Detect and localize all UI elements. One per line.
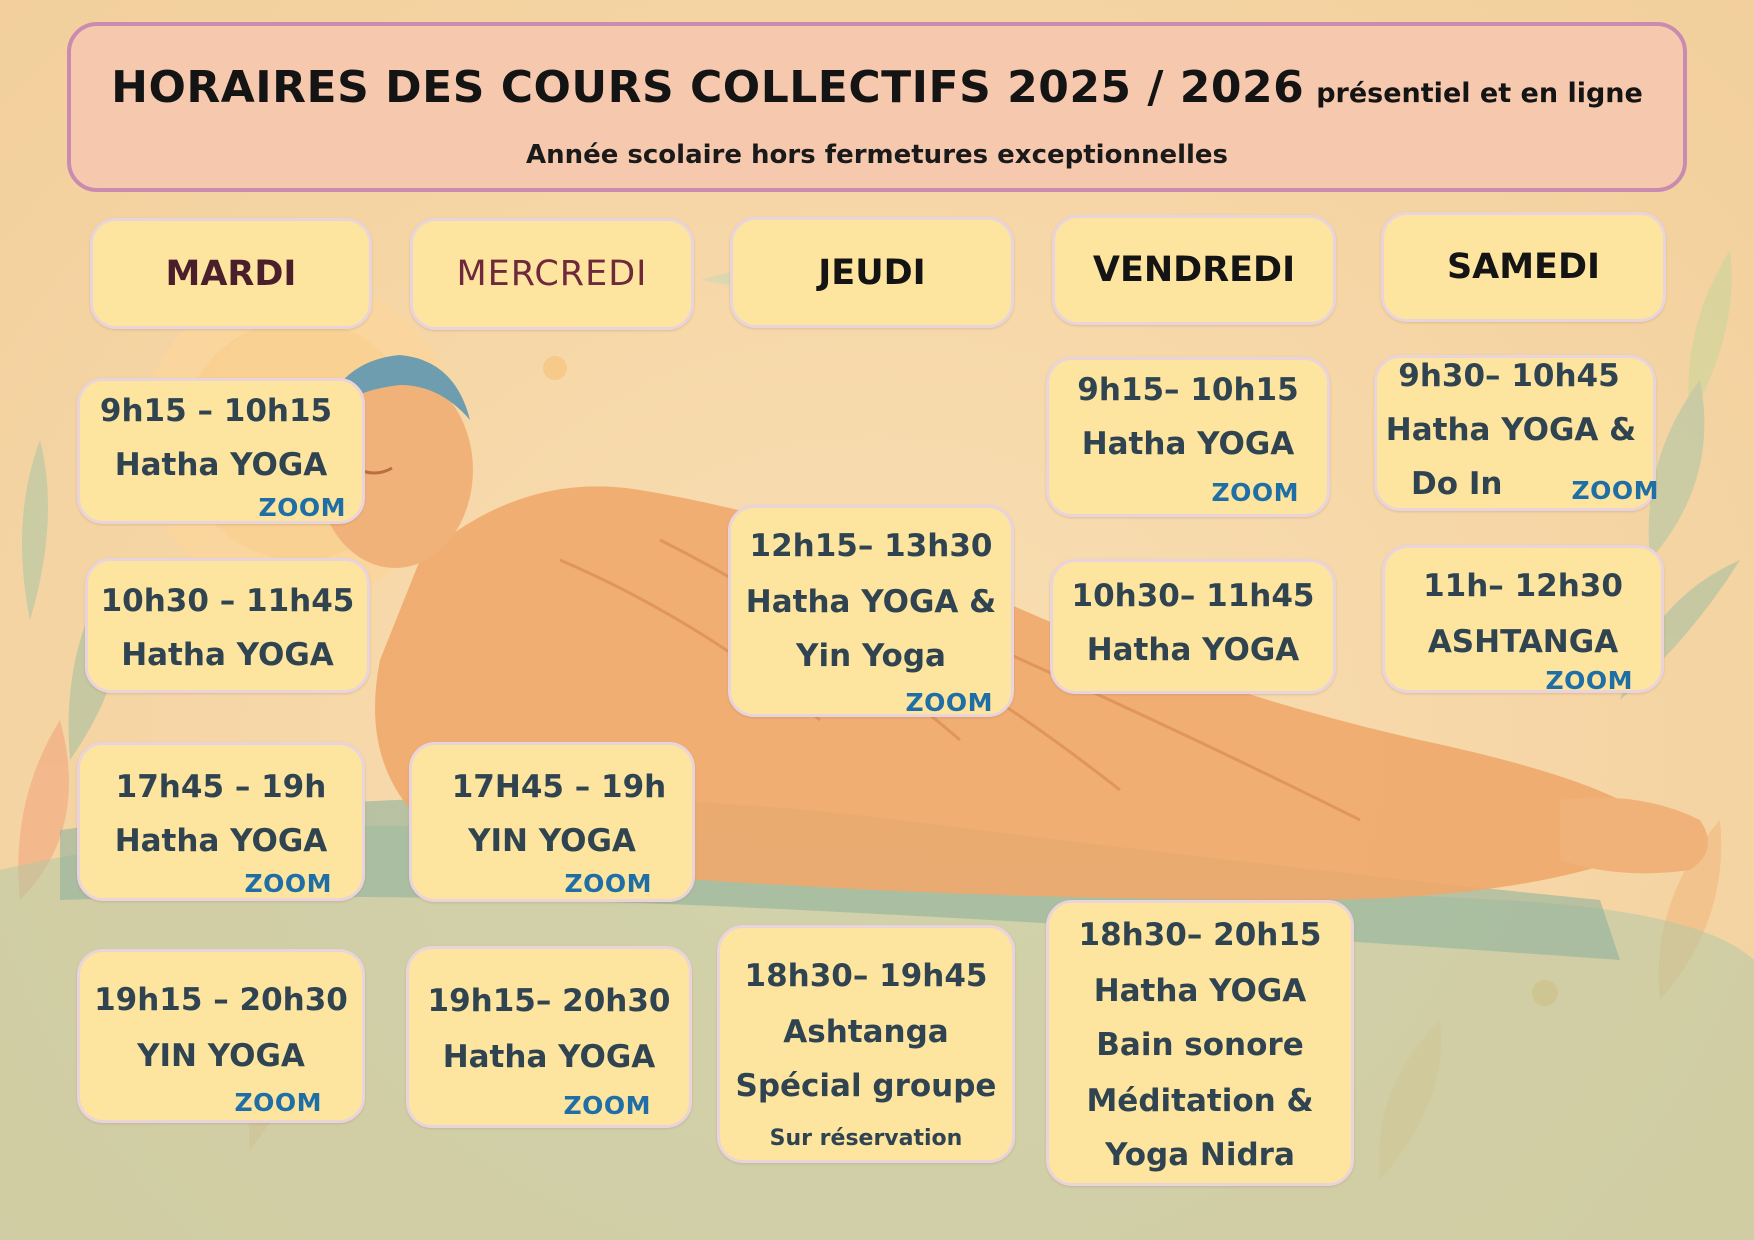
class-name-4: Yoga Nidra: [1105, 1137, 1295, 1173]
class-card-mardi-2: 10h30 – 11h45 Hatha YOGA: [85, 558, 370, 693]
day-header-jeudi: JEUDI: [730, 217, 1014, 328]
class-time: 11h– 12h30: [1423, 568, 1623, 604]
zoom-label: ZOOM: [258, 493, 346, 522]
zoom-label: ZOOM: [1571, 476, 1659, 505]
page-title: HORAIRES DES COURS COLLECTIFS 2025 / 202…: [71, 62, 1683, 113]
class-time: 18h30– 19h45: [744, 958, 988, 994]
zoom-label: ZOOM: [905, 688, 993, 717]
header-banner: HORAIRES DES COURS COLLECTIFS 2025 / 202…: [67, 22, 1687, 192]
day-header-vendredi: VENDREDI: [1052, 215, 1336, 325]
class-name: Hatha YOGA: [442, 1039, 656, 1075]
class-time: 19h15– 20h30: [427, 983, 671, 1019]
class-name: Hatha YOGA: [1086, 632, 1300, 668]
class-time: 9h15– 10h15: [1077, 372, 1299, 408]
class-card-mercredi-2: 19h15– 20h30 Hatha YOGA ZOOM: [406, 946, 692, 1128]
class-name: YIN YOGA: [137, 1038, 305, 1074]
class-time: 10h30 – 11h45: [100, 583, 355, 619]
class-name-3: Méditation &: [1086, 1083, 1314, 1119]
class-time: 12h15– 13h30: [749, 528, 993, 564]
class-time: 10h30– 11h45: [1071, 578, 1315, 614]
class-time: 19h15 – 20h30: [94, 982, 348, 1018]
class-card-vendredi-3: 18h30– 20h15 Hatha YOGA Bain sonore Médi…: [1046, 900, 1354, 1186]
zoom-label: ZOOM: [563, 1091, 651, 1120]
class-card-jeudi-1: 12h15– 13h30 Hatha YOGA & Yin Yoga ZOOM: [728, 505, 1014, 717]
class-name: Hatha YOGA: [114, 447, 328, 483]
class-name: Hatha YOGA: [1081, 426, 1295, 462]
class-name: Hatha YOGA: [121, 637, 334, 673]
zoom-label: ZOOM: [234, 1088, 322, 1117]
class-time: 17h45 – 19h: [115, 769, 327, 805]
class-card-vendredi-1: 9h15– 10h15 Hatha YOGA ZOOM: [1046, 357, 1330, 517]
class-card-mardi-1: 9h15 – 10h15 Hatha YOGA ZOOM: [77, 378, 365, 524]
day-header-mardi: MARDI: [90, 218, 372, 329]
class-name-2: Do In: [1411, 466, 1503, 502]
day-header-samedi: SAMEDI: [1381, 212, 1666, 322]
class-name: Hatha YOGA: [1093, 973, 1307, 1009]
title-main: HORAIRES DES COURS COLLECTIFS 2025 / 202…: [111, 62, 1305, 113]
page-subtitle: Année scolaire hors fermetures exception…: [525, 140, 1229, 170]
class-note: Sur réservation: [769, 1126, 963, 1151]
class-time: 17H45 – 19h: [451, 769, 667, 805]
zoom-label: ZOOM: [1211, 478, 1299, 507]
title-suffix: présentiel et en ligne: [1316, 78, 1643, 109]
class-name: YIN YOGA: [468, 823, 636, 859]
zoom-label: ZOOM: [564, 869, 652, 898]
class-time: 9h15 – 10h15: [99, 393, 333, 429]
class-card-samedi-1: 9h30– 10h45 Hatha YOGA & Do In ZOOM: [1374, 355, 1659, 511]
class-name: Hatha YOGA &: [1385, 412, 1637, 448]
class-name: Hatha YOGA: [114, 823, 328, 859]
class-card-mardi-4: 19h15 – 20h30 YIN YOGA ZOOM: [77, 949, 365, 1123]
class-time: 9h30– 10h45: [1398, 358, 1620, 394]
zoom-label: ZOOM: [1545, 666, 1633, 695]
class-card-samedi-2: 11h– 12h30 ASHTANGA ZOOM: [1382, 545, 1664, 695]
class-name: Ashtanga: [783, 1014, 949, 1050]
day-header-mercredi: MERCREDI: [410, 218, 694, 330]
class-card-jeudi-2: 18h30– 19h45 Ashtanga Spécial groupe Sur…: [717, 925, 1015, 1163]
class-card-mardi-3: 17h45 – 19h Hatha YOGA ZOOM: [77, 742, 365, 901]
zoom-label: ZOOM: [244, 869, 332, 898]
class-card-vendredi-2: 10h30– 11h45 Hatha YOGA: [1050, 559, 1336, 694]
class-name-2: Yin Yoga: [796, 638, 946, 674]
class-time: 18h30– 20h15: [1078, 917, 1322, 953]
class-card-mercredi-1: 17H45 – 19h YIN YOGA ZOOM: [409, 742, 695, 902]
class-name: ASHTANGA: [1427, 624, 1619, 660]
class-name-2: Spécial groupe: [735, 1068, 997, 1104]
class-name: Hatha YOGA &: [745, 584, 997, 620]
class-name-2: Bain sonore: [1096, 1027, 1304, 1063]
